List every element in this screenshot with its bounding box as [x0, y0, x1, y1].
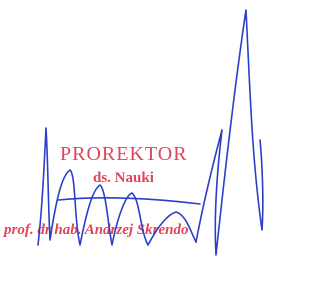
signature	[0, 0, 321, 282]
stamp-page: PROREKTOR ds. Nauki prof. dr hab. Andrze…	[0, 0, 321, 282]
